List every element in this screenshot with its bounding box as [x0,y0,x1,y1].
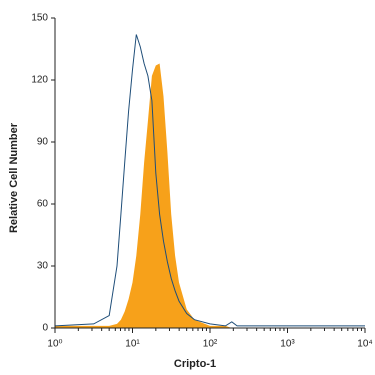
y-tick-label: 30 [37,261,49,272]
x-tick-label: 10³ [280,339,295,350]
x-tick-label: 10⁴ [357,339,372,350]
x-tick-label: 10⁰ [47,339,62,350]
x-axis-label: Cripto-1 [174,358,216,370]
y-tick-label: 150 [31,13,48,24]
y-tick-label: 0 [42,323,48,334]
y-axis-label: Relative Cell Number [8,122,20,233]
x-tick-label: 10² [203,339,218,350]
x-tick-label: 10¹ [125,339,140,350]
histogram-area [55,63,365,328]
y-tick-label: 60 [37,199,49,210]
y-tick-label: 120 [31,75,48,86]
y-tick-label: 90 [37,137,49,148]
histogram-outline [54,34,365,327]
